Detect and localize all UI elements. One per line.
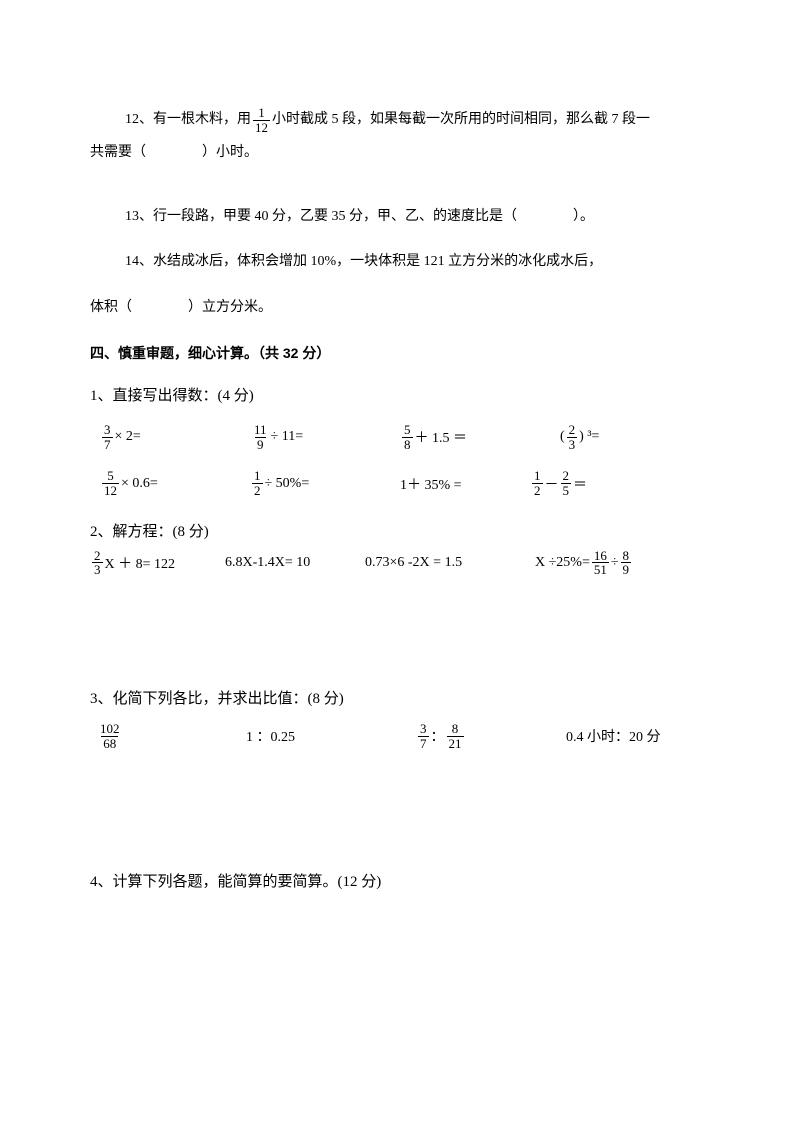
s1-r2-d: 12 － 25 ＝ [530, 469, 587, 497]
q12-mid: 小时截成 5 段，如果每截一次所用的时间相同，那么截 7 段一 [272, 106, 650, 134]
s3-d: 0.4 小时：20 分 [566, 726, 661, 746]
s2-row: 23 X ＋ 8= 122 6.8X-1.4X= 10 0.73×6 -2X =… [90, 549, 703, 577]
s4-heading: 4、计算下列各题，能简算的要简算。(12 分) [90, 870, 703, 891]
s1-r2-a: 512 × 0.6= [100, 469, 250, 497]
s1-heading: 1、直接写出得数：(4 分) [90, 384, 703, 405]
s2-heading: 2、解方程：(8 分) [90, 520, 703, 541]
s1-r1-d: ( 23 ) ³= [560, 423, 599, 451]
s3-heading: 3、化简下列各比，并求出比值：(8 分) [90, 687, 703, 708]
s2-b: 6.8X-1.4X= 10 [225, 555, 365, 571]
s3-a: 10268 [96, 722, 246, 750]
question-12: 12、有一根木料，用 1 12 小时截成 5 段，如果每截一次所用的时间相同，那… [90, 100, 703, 134]
question-13: 13、行一段路，甲要 40 分，乙要 35 分，甲、乙、的速度比是（ ）。 [90, 200, 703, 234]
s2-c: 0.73×6 -2X = 1.5 [365, 555, 535, 571]
s1-row2: 512 × 0.6= 12 ÷ 50%= 1＋ 35% = 12 － 25 ＝ [100, 469, 703, 497]
s1-r1-a: 37 × 2= [100, 423, 250, 451]
s3-c: 37 ： 821 [416, 722, 566, 750]
s1-r1-c: 58 ＋ 1.5 ＝ [400, 423, 560, 451]
s1-r2-c: 1＋ 35% = [400, 474, 530, 494]
q12-line2: 共需要（ ）小时。 [90, 136, 703, 170]
s3-b: 1 ：0.25 [246, 726, 416, 746]
question-14-line1: 14、水结成冰后，体积会增加 10%，一块体积是 121 立方分米的冰化成水后， [90, 245, 703, 279]
q12-fraction: 1 12 [253, 106, 270, 134]
s2-a: 23 X ＋ 8= 122 [90, 549, 225, 577]
s3-row: 10268 1 ：0.25 37 ： 821 0.4 小时：20 分 [96, 722, 703, 750]
section-4-title: 四、慎重审题，细心计算。（共 32 分） [90, 337, 703, 371]
question-14-line2: 体积（ ）立方分米。 [90, 291, 703, 325]
s2-d: X ÷25%= 1651 ÷ 89 [535, 549, 633, 577]
s1-row1: 37 × 2= 119 ÷ 11= 58 ＋ 1.5 ＝ ( 23 ) ³= [100, 423, 703, 451]
s1-r2-b: 12 ÷ 50%= [250, 469, 400, 497]
s1-r1-b: 119 ÷ 11= [250, 423, 400, 451]
q12-prefix: 12、有一根木料，用 [125, 106, 251, 134]
